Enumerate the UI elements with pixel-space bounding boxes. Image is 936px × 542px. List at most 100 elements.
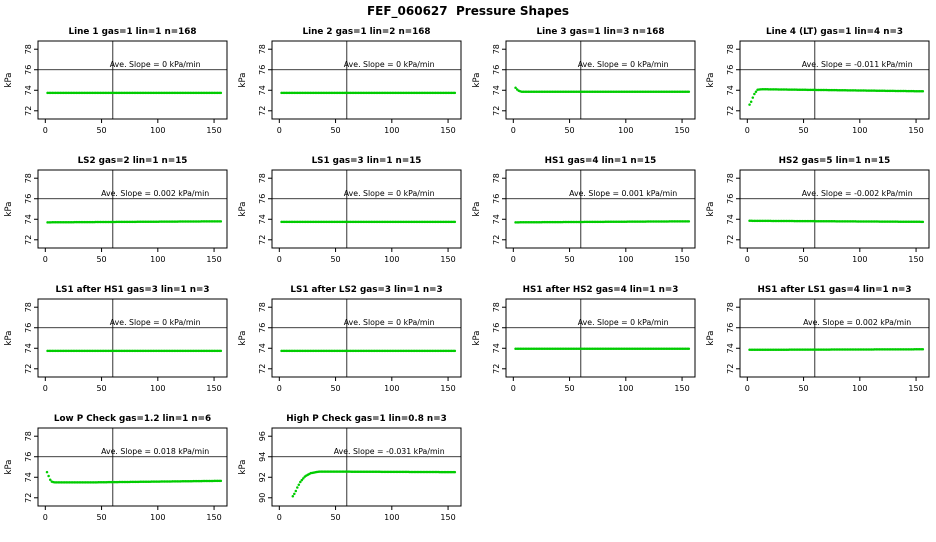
- subplot-7: HS1 gas=4 lin=1 n=15 0 50 100 150 72 74 76 78 kPa…: [468, 151, 702, 280]
- plot-title: LS2 gas=2 lin=1 n=15: [78, 156, 188, 166]
- plot-box: [739, 40, 930, 120]
- y-tick-label: 72: [258, 364, 267, 374]
- x-tick-label: 0: [511, 126, 516, 135]
- subplot-5: LS2 gas=2 lin=1 n=15 0 50 100 150 72 74 76 78 kPa…: [0, 151, 234, 280]
- plot-box: [739, 298, 930, 378]
- y-tick-label: 72: [24, 364, 33, 374]
- x-tick-label: 100: [150, 384, 165, 393]
- y-tick-label: 78: [492, 302, 501, 312]
- x-tick-label: 0: [43, 384, 48, 393]
- y-axis: 72 74 76 78: [492, 302, 506, 374]
- slope-annotation: Ave. Slope = 0 kPa/min: [344, 318, 435, 327]
- subplot-1: Line 1 gas=1 lin=1 n=168 0 50 100 150 72 74 76 7…: [0, 22, 234, 151]
- x-tick-label: 150: [206, 126, 221, 135]
- y-tick-label: 78: [24, 302, 33, 312]
- data-series: [514, 86, 691, 94]
- y-axis: 90 92 94 96: [258, 431, 272, 503]
- x-tick-label: 50: [96, 384, 106, 393]
- subplot-14: High P Check gas=1 lin=0.8 n=3 0 50 100 150 9…: [234, 409, 468, 538]
- x-tick-label: 100: [852, 255, 867, 264]
- data-series: [748, 219, 925, 224]
- data-series: [514, 347, 691, 351]
- data-series: [46, 220, 223, 224]
- x-tick-label: 150: [908, 255, 923, 264]
- x-tick-label: 50: [564, 384, 574, 393]
- x-axis: 0 50 100 150: [43, 377, 222, 393]
- x-tick-label: 0: [745, 126, 750, 135]
- plot-title: HS1 after LS1 gas=4 lin=1 n=3: [758, 285, 912, 295]
- subplot-2: Line 2 gas=1 lin=2 n=168 0 50 100 150 72 74 76 7…: [234, 22, 468, 151]
- plot-title: High P Check gas=1 lin=0.8 n=3: [286, 414, 446, 424]
- data-series: [280, 349, 457, 353]
- x-tick-label: 50: [564, 126, 574, 135]
- plot-title: Line 3 gas=1 lin=3 n=168: [537, 27, 665, 37]
- y-axis: 72 74 76 78: [258, 302, 272, 374]
- y-axis: 72 74 76 78: [492, 44, 506, 116]
- x-tick-label: 0: [745, 255, 750, 264]
- y-tick-label: 76: [24, 452, 33, 462]
- x-tick-label: 100: [852, 384, 867, 393]
- x-tick-label: 50: [798, 255, 808, 264]
- y-tick-label: 72: [726, 235, 735, 245]
- x-tick-label: 150: [440, 126, 455, 135]
- subplot-canvas: Line 4 (LT) gas=1 lin=4 n=3 0 50 100 150 72 74…: [706, 27, 930, 135]
- y-tick-label: 76: [24, 323, 33, 333]
- x-tick-label: 100: [384, 126, 399, 135]
- x-tick-label: 100: [852, 126, 867, 135]
- plot-title: LS1 gas=3 lin=1 n=15: [312, 156, 422, 166]
- plot-title: LS1 after HS1 gas=3 lin=1 n=3: [56, 285, 210, 295]
- x-axis: 0 50 100 150: [511, 119, 690, 135]
- x-tick-label: 50: [330, 126, 340, 135]
- y-axis-label: kPa: [4, 331, 14, 346]
- y-axis-label: kPa: [4, 73, 14, 88]
- y-tick-label: 74: [726, 85, 735, 95]
- plot-box: [271, 298, 462, 378]
- x-axis: 0 50 100 150: [511, 248, 690, 264]
- plot-box: [505, 169, 696, 249]
- x-tick-label: 0: [277, 384, 282, 393]
- y-tick-label: 76: [726, 194, 735, 204]
- x-tick-label: 100: [618, 255, 633, 264]
- data-series: [46, 349, 223, 353]
- y-tick-label: 72: [24, 106, 33, 116]
- x-tick-label: 0: [511, 384, 516, 393]
- x-tick-label: 50: [798, 126, 808, 135]
- y-tick-label: 74: [492, 85, 501, 95]
- x-axis: 0 50 100 150: [277, 119, 456, 135]
- plot-title: HS1 gas=4 lin=1 n=15: [545, 156, 657, 166]
- y-tick-label: 76: [492, 194, 501, 204]
- y-tick-label: 78: [726, 173, 735, 183]
- y-axis-label: kPa: [706, 73, 716, 88]
- subplot-3: Line 3 gas=1 lin=3 n=168 0 50 100 150 72 74 76 7…: [468, 22, 702, 151]
- x-tick-label: 150: [206, 255, 221, 264]
- slope-annotation: Ave. Slope = 0.002 kPa/min: [101, 189, 209, 198]
- y-tick-label: 78: [24, 431, 33, 441]
- y-tick-label: 72: [726, 106, 735, 116]
- x-tick-label: 100: [384, 384, 399, 393]
- x-axis: 0 50 100 150: [43, 506, 222, 522]
- y-axis-label: kPa: [472, 202, 482, 217]
- y-axis-label: kPa: [472, 331, 482, 346]
- x-axis: 0 50 100 150: [277, 377, 456, 393]
- y-tick-label: 72: [24, 493, 33, 503]
- subplot-canvas: LS2 gas=2 lin=1 n=15 0 50 100 150 72 74 76 78 kPa…: [4, 156, 228, 264]
- y-tick-label: 76: [24, 65, 33, 75]
- x-tick-label: 50: [330, 255, 340, 264]
- y-axis-label: kPa: [4, 460, 14, 475]
- y-tick-label: 74: [24, 214, 33, 224]
- y-tick-label: 78: [258, 44, 267, 54]
- y-axis: 72 74 76 78: [24, 173, 38, 245]
- y-tick-label: 74: [24, 343, 33, 353]
- y-tick-label: 74: [258, 343, 267, 353]
- y-axis: 72 74 76 78: [258, 173, 272, 245]
- plot-title: Low P Check gas=1.2 lin=1 n=6: [54, 414, 211, 424]
- plot-title: HS2 gas=5 lin=1 n=15: [779, 156, 891, 166]
- data-series: [45, 470, 223, 484]
- subplot-canvas: HS1 gas=4 lin=1 n=15 0 50 100 150 72 74 76 78 kPa…: [472, 156, 696, 264]
- x-tick-label: 100: [618, 126, 633, 135]
- y-axis: 72 74 76 78: [24, 302, 38, 374]
- y-tick-label: 94: [258, 452, 267, 462]
- x-tick-label: 150: [206, 513, 221, 522]
- x-tick-label: 100: [150, 255, 165, 264]
